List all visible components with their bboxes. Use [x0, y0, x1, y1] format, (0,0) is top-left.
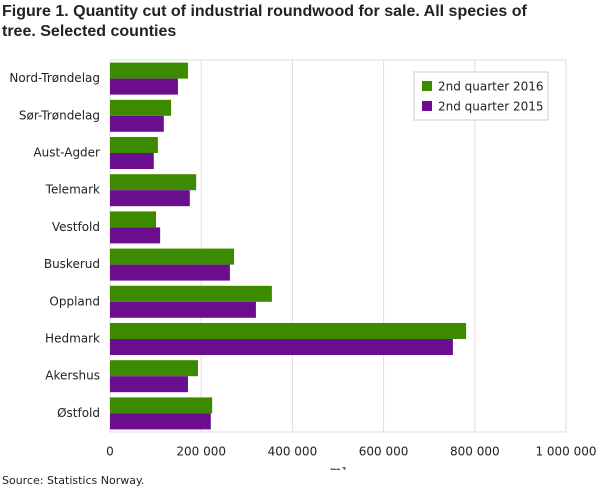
- bar: [110, 174, 197, 191]
- bar: [110, 190, 190, 207]
- legend-label: 2nd quarter 2015: [438, 100, 544, 114]
- y-tick-label: Østfold: [57, 406, 100, 420]
- bar: [110, 227, 161, 244]
- x-tick-label: 0: [106, 445, 114, 459]
- bar: [110, 413, 211, 430]
- bar: [110, 78, 178, 95]
- bar: [110, 153, 154, 169]
- bar: [110, 285, 272, 302]
- y-tick-label: Hedmark: [45, 332, 100, 346]
- legend-box: [413, 71, 549, 121]
- bar: [110, 339, 453, 355]
- legend-swatch: [422, 101, 432, 111]
- x-tick-label: 800 000: [450, 445, 500, 459]
- x-tick-label: 600 000: [359, 445, 409, 459]
- bar: [110, 99, 172, 116]
- bar: [110, 397, 213, 414]
- y-tick-label: Aust-Agder: [33, 146, 100, 160]
- y-tick-label: Akershus: [45, 369, 100, 383]
- bar: [110, 115, 164, 132]
- bar: [110, 264, 230, 281]
- bar: [110, 360, 199, 377]
- legend-label: 2nd quarter 2016: [438, 80, 544, 94]
- x-tick-label: 1 000 000: [535, 445, 596, 459]
- y-tick-label: Buskerud: [44, 257, 100, 271]
- y-tick-label: Sør-Trøndelag: [19, 108, 100, 122]
- x-tick-label: 200 000: [176, 445, 226, 459]
- bar: [110, 137, 158, 153]
- bar: [110, 62, 188, 79]
- x-axis-label: m³: [330, 465, 347, 471]
- chart: 0 200 000 400 000 600 000 800 000 1 000 000 m³…: [9, 59, 597, 471]
- y-tick-label: Telemark: [45, 183, 100, 197]
- bar: [110, 376, 188, 393]
- y-tick-label: Oppland: [49, 294, 100, 308]
- bar: [110, 301, 256, 318]
- y-tick-label: Nord-Trøndelag: [9, 71, 100, 85]
- bar: [110, 248, 235, 265]
- x-tick-label: 400 000: [268, 445, 318, 459]
- legend-swatch: [422, 81, 432, 91]
- source-note: Source: Statistics Norway.: [2, 474, 145, 487]
- bar: [110, 211, 157, 228]
- bar: [110, 323, 467, 339]
- y-tick-label: Vestfold: [52, 220, 100, 234]
- chart-title: Figure 1. Quantity cut of industrial rou…: [2, 3, 527, 40]
